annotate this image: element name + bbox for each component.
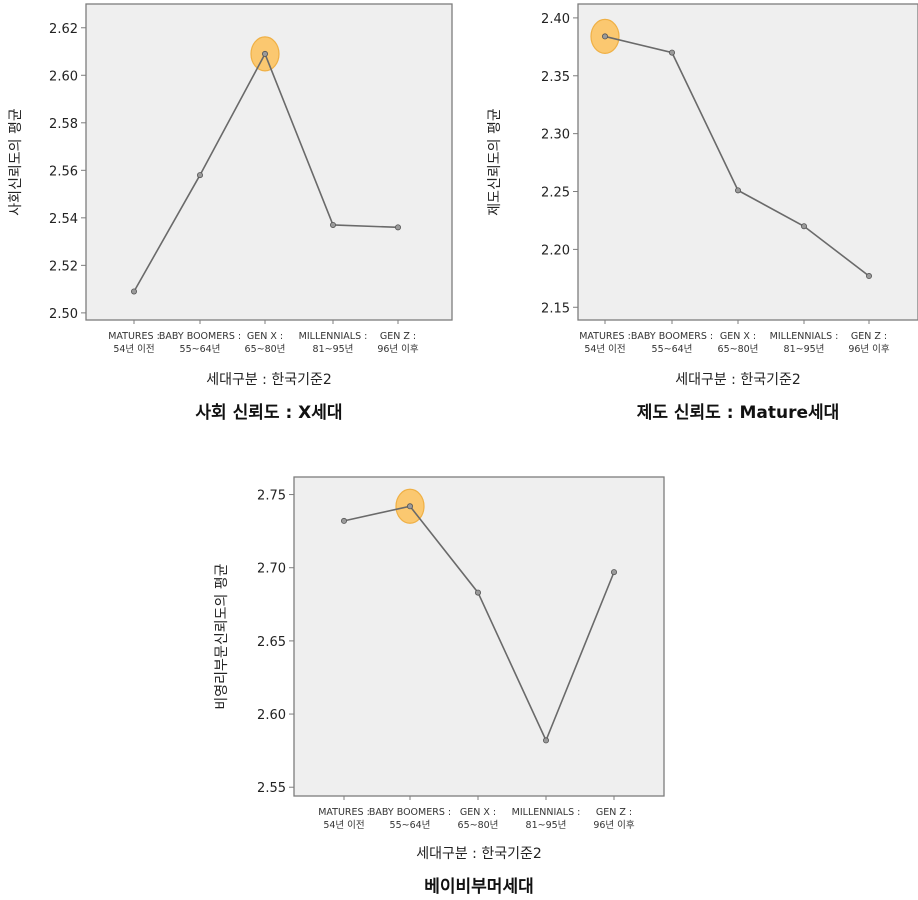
x-category-label: BABY BOOMERS : <box>159 331 241 342</box>
plot-area <box>577 3 918 321</box>
x-category-sublabel: 81~95년 <box>313 344 354 355</box>
x-category-sublabel: 55~64년 <box>390 820 431 831</box>
data-point <box>611 569 618 576</box>
x-category-sublabel: 96년 이후 <box>848 344 890 355</box>
x-category-label: GEN Z : <box>380 331 416 342</box>
y-tick-label: 2.75 <box>257 489 286 504</box>
x-category-sublabel: 96년 이후 <box>593 820 635 831</box>
y-axis-title: 제도신뢰도의 평균 <box>487 108 503 216</box>
x-axis-title: 세대구분 : 한국기준2 <box>416 846 542 862</box>
y-tick-label: 2.62 <box>49 22 78 37</box>
y-tick-label: 2.60 <box>49 69 78 84</box>
x-category-label: GEN Z : <box>596 807 632 818</box>
data-point <box>329 221 336 228</box>
y-tick-label: 2.54 <box>49 212 78 227</box>
x-category-label: MILLENNIALS : <box>770 331 839 342</box>
x-category-sublabel: 54년 이전 <box>584 344 625 355</box>
chart-2: 2.15 2.20 2.25 2.30 2.35 2.40 MATURES : 54년 이전 B… <box>487 3 918 423</box>
data-point <box>196 172 203 179</box>
y-tick-label: 2.58 <box>49 117 78 132</box>
data-point <box>669 49 676 56</box>
y-tick-label: 2.35 <box>541 70 570 85</box>
x-category-sublabel: 65~80년 <box>245 344 286 355</box>
y-tick-label: 2.65 <box>257 635 286 650</box>
y-tick-label: 2.20 <box>541 243 570 258</box>
x-category-label: GEN Z : <box>851 331 887 342</box>
data-point <box>130 288 137 295</box>
x-category-label: GEN X : <box>247 331 283 342</box>
data-point <box>340 517 347 524</box>
y-tick-label: 2.40 <box>541 12 570 27</box>
data-point <box>602 33 609 40</box>
x-category-label: MILLENNIALS : <box>299 331 368 342</box>
y-tick-label: 2.15 <box>541 301 570 316</box>
x-axis-title: 세대구분 : 한국기준2 <box>206 372 332 388</box>
x-axis-title: 세대구분 : 한국기준2 <box>675 372 801 388</box>
data-point <box>474 589 481 596</box>
chart-title: 제도 신뢰도 : Mature세대 <box>637 403 840 423</box>
x-category-sublabel: 54년 이전 <box>323 820 364 831</box>
data-point <box>394 224 401 231</box>
chart-3: 2.55 2.60 2.65 2.70 2.75 MATURES : 54년 이전 BABY … <box>214 476 665 897</box>
plot-area <box>293 476 665 797</box>
data-point <box>406 503 413 510</box>
x-category-sublabel: 81~95년 <box>784 344 825 355</box>
chart-title: 베이비부머세대 <box>424 877 533 897</box>
data-point <box>543 737 550 744</box>
x-category-sublabel: 96년 이후 <box>377 344 419 355</box>
x-category-label: MATURES : <box>579 331 631 342</box>
y-tick-label: 2.70 <box>257 562 286 577</box>
y-axis-title: 비영리부문신뢰도의 평균 <box>214 563 230 709</box>
data-point <box>261 50 268 57</box>
chart-title: 사회 신뢰도 : X세대 <box>195 403 342 423</box>
y-tick-label: 2.60 <box>257 708 286 723</box>
x-category-label: MILLENNIALS : <box>512 807 581 818</box>
y-axis-title: 사회신뢰도의 평균 <box>8 108 24 216</box>
y-tick-label: 2.55 <box>257 781 286 796</box>
data-point <box>735 187 742 194</box>
y-tick-label: 2.50 <box>49 307 78 322</box>
x-category-sublabel: 55~64년 <box>180 344 221 355</box>
y-tick-label: 2.56 <box>49 164 78 179</box>
x-category-sublabel: 54년 이전 <box>113 344 154 355</box>
data-point <box>801 223 808 230</box>
x-category-label: BABY BOOMERS : <box>631 331 713 342</box>
x-category-sublabel: 81~95년 <box>526 820 567 831</box>
y-tick-label: 2.52 <box>49 259 78 274</box>
y-tick-label: 2.30 <box>541 128 570 143</box>
data-point <box>866 273 873 280</box>
chart-1: 2.50 2.52 2.54 2.56 2.58 2.60 2.62 MATURES : 54년… <box>8 3 453 423</box>
x-category-sublabel: 65~80년 <box>718 344 759 355</box>
x-category-label: GEN X : <box>460 807 496 818</box>
x-category-label: GEN X : <box>720 331 756 342</box>
x-category-label: MATURES : <box>318 807 370 818</box>
x-category-label: BABY BOOMERS : <box>369 807 451 818</box>
x-category-sublabel: 65~80년 <box>458 820 499 831</box>
y-tick-label: 2.25 <box>541 186 570 201</box>
x-category-label: MATURES : <box>108 331 160 342</box>
x-category-sublabel: 55~64년 <box>652 344 693 355</box>
